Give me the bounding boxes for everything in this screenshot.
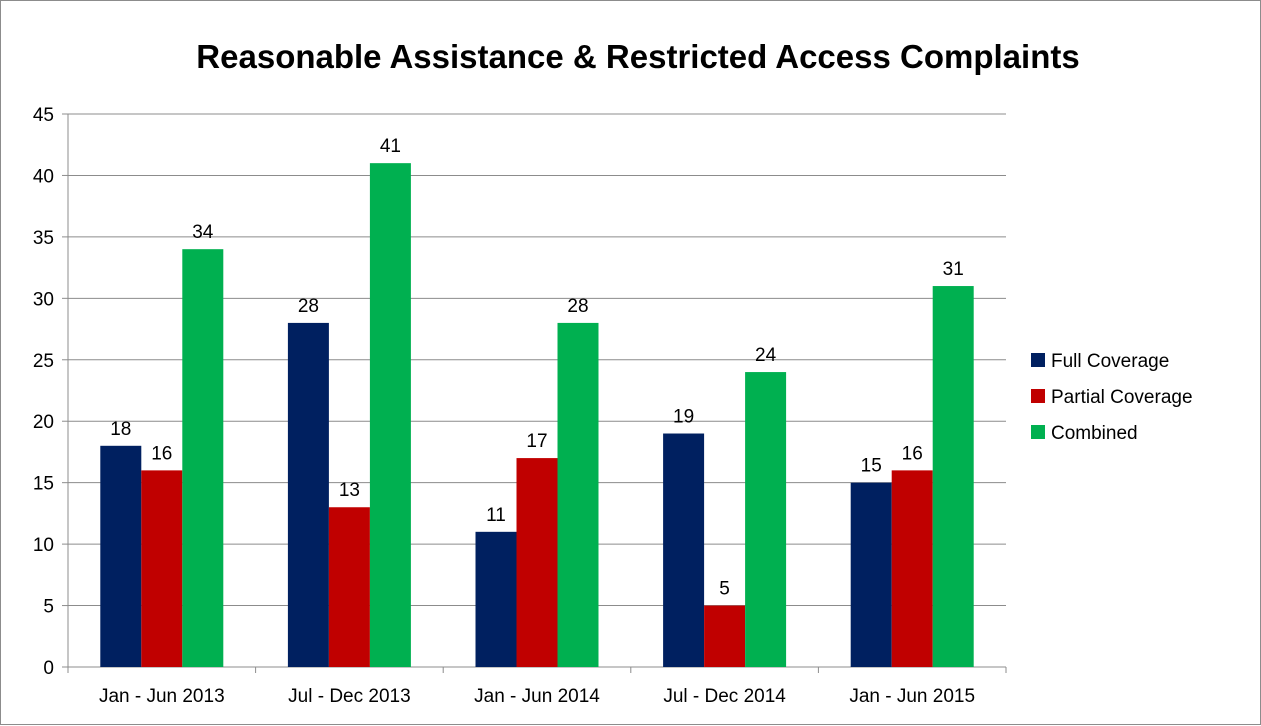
data-label: 11: [486, 505, 506, 526]
y-tick-label: 35: [33, 228, 54, 249]
data-label: 15: [861, 456, 882, 477]
bar-combined: [745, 372, 787, 667]
y-tick-label: 30: [33, 289, 54, 310]
x-tick-label: Jan - Jun 2015: [849, 686, 975, 707]
data-label: 5: [719, 579, 730, 600]
x-tick-label: Jan - Jun 2014: [474, 686, 600, 707]
legend: Full Coverage Partial Coverage Combined: [1031, 351, 1193, 444]
y-tick-label: 45: [33, 105, 54, 126]
data-label: 13: [339, 480, 360, 501]
y-tick-label: 0: [43, 658, 54, 679]
data-label: 16: [902, 443, 923, 464]
y-tick-label: 20: [33, 412, 54, 433]
x-tick-label: Jan - Jun 2013: [99, 686, 225, 707]
bar-combined: [557, 322, 599, 667]
y-tick-label: 10: [33, 535, 54, 556]
data-labels: 18 16 34 28 13 41 11 17 28 19 5 24 15 16 31: [110, 136, 964, 599]
y-tick-label: 40: [33, 166, 54, 187]
bar-full-coverage: [850, 482, 892, 667]
data-label: 41: [380, 136, 401, 157]
data-label: 18: [110, 419, 131, 440]
data-label: 16: [151, 443, 172, 464]
legend-label: Partial Coverage: [1051, 387, 1193, 408]
legend-swatch: [1031, 389, 1045, 403]
data-label: 19: [673, 407, 694, 428]
data-label: 31: [943, 259, 964, 280]
x-tick-label: Jul - Dec 2014: [663, 686, 786, 707]
data-label: 24: [755, 345, 777, 366]
y-tick-label: 15: [33, 474, 54, 495]
bar-partial-coverage: [141, 470, 183, 667]
y-tick-label: 25: [33, 351, 54, 372]
data-label: 34: [192, 222, 214, 243]
data-label: 17: [526, 431, 547, 452]
bar-partial-coverage: [704, 605, 746, 667]
bar-partial-coverage: [328, 507, 370, 667]
data-label: 28: [298, 296, 319, 317]
legend-label: Full Coverage: [1051, 351, 1169, 372]
bar-combined: [369, 163, 411, 667]
axes: 0 5 10 15 20 25 30 35 40 45 Jan - Jun 2013 Jul - De…: [33, 105, 1007, 707]
bars: [100, 163, 974, 667]
bar-full-coverage: [287, 322, 329, 667]
legend-swatch: [1031, 425, 1045, 439]
bar-combined: [182, 249, 224, 667]
x-tick-label: Jul - Dec 2013: [288, 686, 411, 707]
gridlines: [68, 113, 1006, 607]
bar-full-coverage: [100, 445, 142, 667]
legend-swatch: [1031, 353, 1045, 367]
bar-combined: [932, 286, 974, 667]
legend-label: Combined: [1051, 423, 1138, 444]
chart-title: Reasonable Assistance & Restricted Acces…: [196, 38, 1079, 75]
bar-partial-coverage: [516, 458, 558, 667]
bar-partial-coverage: [891, 470, 933, 667]
y-tick-label: 5: [43, 597, 54, 618]
data-label: 28: [567, 296, 588, 317]
bar-full-coverage: [475, 531, 517, 667]
bar-full-coverage: [663, 433, 705, 667]
